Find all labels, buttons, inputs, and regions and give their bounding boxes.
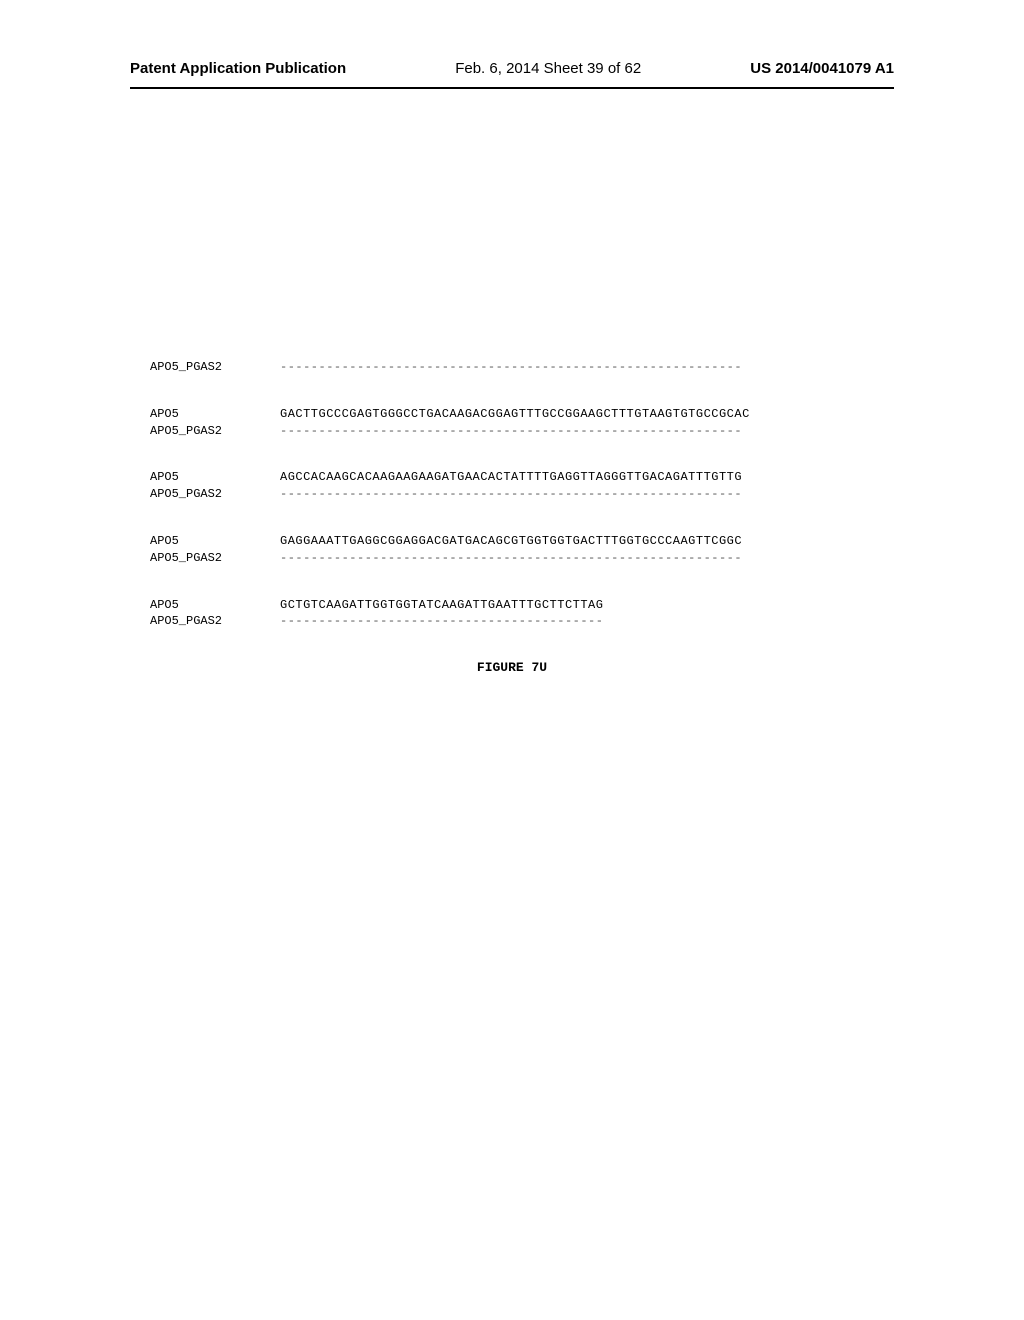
alignment-row: APO5_PGAS2 -----------------------------…	[150, 613, 874, 630]
sequence-label: APO5	[150, 469, 280, 486]
sequence-data: ----------------------------------------…	[280, 359, 742, 376]
figure-title: FIGURE 7U	[150, 660, 874, 675]
alignment-row: APO5 GCTGTCAAGATTGGTGGTATCAAGATTGAATTTGC…	[150, 597, 874, 614]
sequence-label: APO5	[150, 406, 280, 423]
sequence-data: ----------------------------------------…	[280, 613, 603, 630]
sequence-label: APO5	[150, 597, 280, 614]
sequence-label: APO5_PGAS2	[150, 486, 280, 503]
header-publication: Patent Application Publication	[130, 60, 346, 77]
sequence-data: ----------------------------------------…	[280, 423, 742, 440]
sequence-label: APO5_PGAS2	[150, 359, 280, 376]
sequence-label: APO5	[150, 533, 280, 550]
sequence-label: APO5_PGAS2	[150, 423, 280, 440]
alignment-block: APO5 GACTTGCCCGAGTGGGCCTGACAAGACGGAGTTTG…	[150, 406, 874, 440]
sequence-label: APO5_PGAS2	[150, 550, 280, 567]
alignment-row: APO5_PGAS2 -----------------------------…	[150, 423, 874, 440]
alignment-row: APO5_PGAS2 -----------------------------…	[150, 550, 874, 567]
alignment-content: APO5_PGAS2 -----------------------------…	[50, 359, 974, 675]
alignment-row: APO5 GAGGAAATTGAGGCGGAGGACGATGACAGCGTGGT…	[150, 533, 874, 550]
sequence-data: AGCCACAAGCACAAGAAGAAGATGAACACTATTTTGAGGT…	[280, 469, 742, 486]
alignment-block: APO5 GCTGTCAAGATTGGTGGTATCAAGATTGAATTTGC…	[150, 597, 874, 631]
header-patent-number: US 2014/0041079 A1	[750, 60, 894, 77]
alignment-row: APO5 GACTTGCCCGAGTGGGCCTGACAAGACGGAGTTTG…	[150, 406, 874, 423]
page-header: Patent Application Publication Feb. 6, 2…	[50, 60, 974, 77]
alignment-block: APO5 GAGGAAATTGAGGCGGAGGACGATGACAGCGTGGT…	[150, 533, 874, 567]
sequence-label: APO5_PGAS2	[150, 613, 280, 630]
alignment-row: APO5 AGCCACAAGCACAAGAAGAAGATGAACACTATTTT…	[150, 469, 874, 486]
header-sheet-info: Feb. 6, 2014 Sheet 39 of 62	[455, 60, 641, 77]
sequence-data: GAGGAAATTGAGGCGGAGGACGATGACAGCGTGGTGGTGA…	[280, 533, 742, 550]
alignment-block: APO5 AGCCACAAGCACAAGAAGAAGATGAACACTATTTT…	[150, 469, 874, 503]
sequence-data: GCTGTCAAGATTGGTGGTATCAAGATTGAATTTGCTTCTT…	[280, 597, 603, 614]
sequence-data: ----------------------------------------…	[280, 486, 742, 503]
page-container: Patent Application Publication Feb. 6, 2…	[0, 0, 1024, 1320]
header-divider	[130, 87, 894, 89]
alignment-row: APO5_PGAS2 -----------------------------…	[150, 359, 874, 376]
sequence-data: GACTTGCCCGAGTGGGCCTGACAAGACGGAGTTTGCCGGA…	[280, 406, 750, 423]
alignment-block: APO5_PGAS2 -----------------------------…	[150, 359, 874, 376]
sequence-data: ----------------------------------------…	[280, 550, 742, 567]
alignment-row: APO5_PGAS2 -----------------------------…	[150, 486, 874, 503]
